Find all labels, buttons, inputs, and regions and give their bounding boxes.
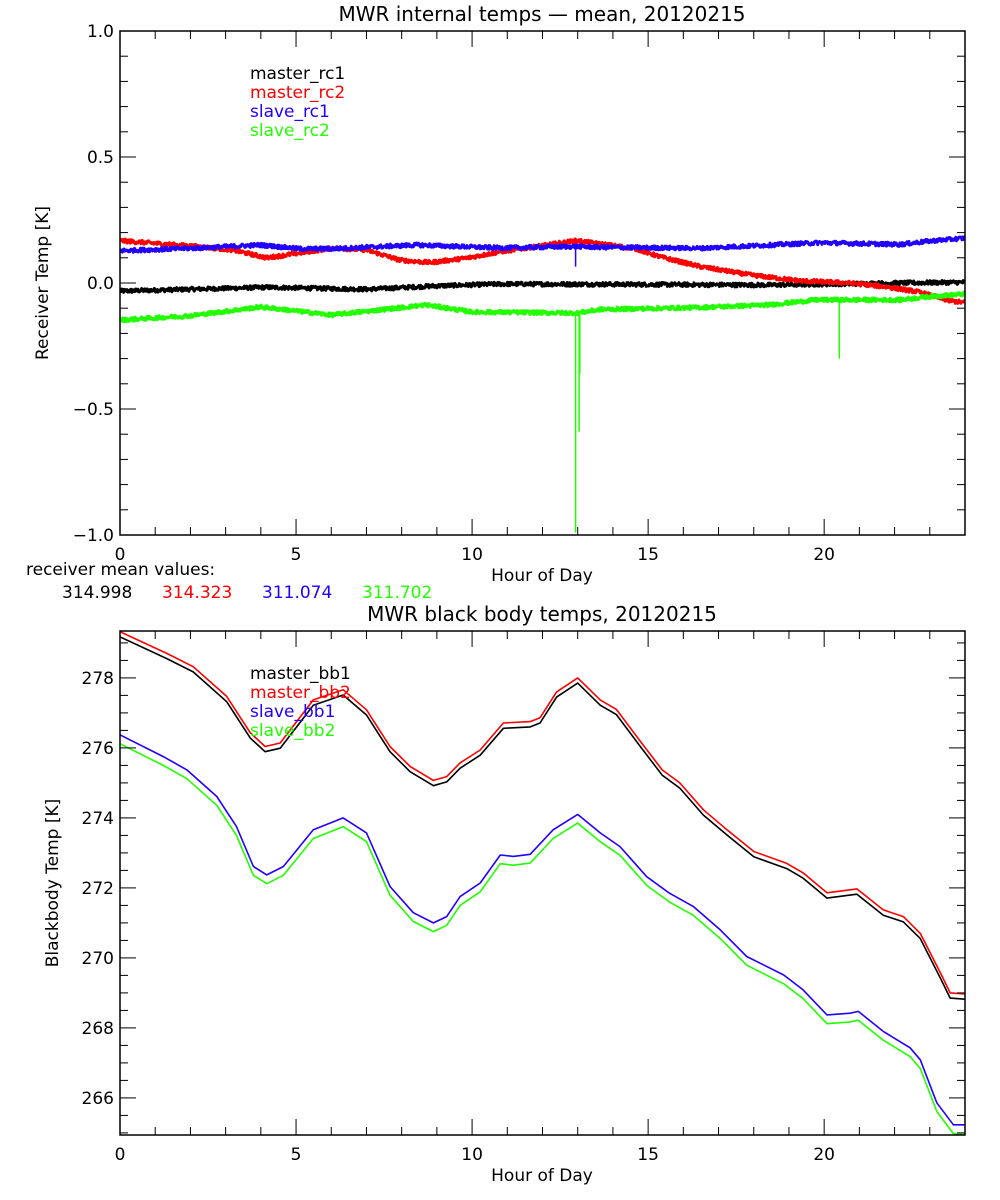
- series-line-master-bb2: [120, 631, 965, 995]
- y-tick-label: 278: [82, 669, 114, 689]
- series-line-slave-rc2: [120, 290, 965, 324]
- y-tick-label: −0.5: [73, 400, 114, 420]
- plot-frame: [119, 630, 966, 1136]
- y-tick-label: 276: [82, 739, 114, 759]
- x-tick-label: 10: [461, 545, 483, 565]
- x-tick-label: 15: [637, 1145, 659, 1165]
- chart-title: MWR internal temps — mean, 20120215: [338, 2, 745, 26]
- x-tick-label: 15: [637, 545, 659, 565]
- y-tick-label: 268: [82, 1019, 114, 1039]
- y-tick-label: 272: [82, 879, 114, 899]
- series-line-slave-bb2: [120, 742, 965, 1135]
- x-tick-label: 10: [461, 1145, 483, 1165]
- plot-lines: [120, 235, 965, 533]
- y-axis-label: Blackbody Temp [K]: [43, 799, 63, 968]
- x-tick-label: 5: [291, 545, 302, 565]
- y-tick-label: 1.0: [87, 22, 114, 42]
- series-line-slave-rc1: [120, 235, 965, 254]
- axes: 0 5 10 15 20 −1.0 −0.5 0.0 0.5 1.0: [73, 22, 966, 565]
- legend-entry: master_rc1: [250, 64, 345, 84]
- mean-value-slave-rc1: 311.074: [262, 583, 332, 603]
- series-line-slave-bb1: [120, 734, 965, 1126]
- x-axis-label: Hour of Day: [491, 1166, 593, 1186]
- x-tick-label: 20: [813, 1145, 835, 1165]
- legend-entry: slave_rc2: [250, 121, 330, 141]
- plot-lines: [120, 631, 965, 1135]
- axes: 0 5 10 15 20 266 268 270 272 274 276 278: [82, 630, 966, 1165]
- legend: master_bb1 master_bb2 slave_bb1 slave_bb…: [250, 664, 351, 741]
- y-tick-label: 270: [82, 949, 114, 969]
- y-tick-label: −1.0: [73, 526, 114, 546]
- x-tick-label: 0: [115, 545, 126, 565]
- blackbody-temp-panel: 0 5 10 15 20 266 268 270 272 274 276 278 MWR black …: [43, 602, 966, 1186]
- mean-value-slave-rc2: 311.702: [362, 583, 432, 603]
- legend-entry: master_rc2: [250, 83, 345, 103]
- legend-entry: master_bb1: [250, 664, 351, 684]
- legend-entry: slave_rc1: [250, 102, 330, 122]
- x-axis-label: Hour of Day: [491, 566, 593, 586]
- y-tick-label: 0.0: [87, 274, 114, 294]
- annotation-label: receiver mean values:: [26, 560, 215, 580]
- legend: master_rc1 master_rc2 slave_rc1 slave_rc…: [250, 64, 345, 141]
- mean-value-master-rc2: 314.323: [162, 583, 232, 603]
- x-tick-label: 5: [291, 1145, 302, 1165]
- receiver-temp-panel: 0 5 10 15 20 −1.0 −0.5 0.0 0.5 1.0 MWR internal t…: [26, 2, 966, 603]
- mean-value-master-rc1: 314.998: [62, 583, 132, 603]
- series-line-master-rc2: [120, 237, 965, 305]
- receiver-mean-annotation: receiver mean values: 314.998 314.323 31…: [26, 560, 432, 603]
- legend-entry: slave_bb2: [250, 721, 335, 741]
- legend-entry: master_bb2: [250, 683, 351, 703]
- x-tick-label: 20: [813, 545, 835, 565]
- y-tick-label: 0.5: [87, 148, 114, 168]
- y-tick-label: 266: [82, 1089, 114, 1109]
- y-axis-label: Receiver Temp [K]: [33, 206, 53, 360]
- chart-title: MWR black body temps, 20120215: [367, 602, 717, 626]
- y-tick-label: 274: [82, 809, 114, 829]
- legend-entry: slave_bb1: [250, 702, 335, 722]
- x-tick-label: 0: [115, 1145, 126, 1165]
- series-line-master-bb1: [120, 636, 965, 1000]
